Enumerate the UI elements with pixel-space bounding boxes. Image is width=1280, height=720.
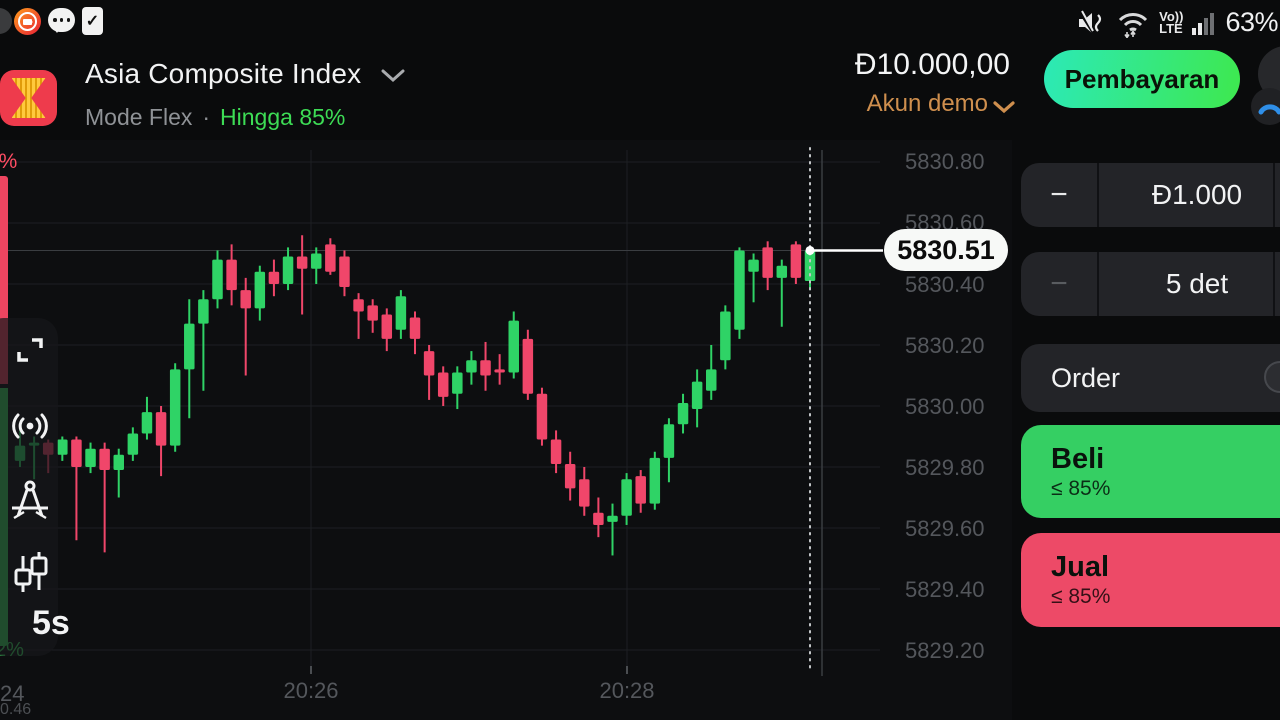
signals-icon[interactable] <box>8 404 52 448</box>
chart-background <box>0 140 1012 720</box>
y-axis-label: 5829.20 <box>905 638 985 663</box>
chevron-down-icon[interactable] <box>992 100 1016 115</box>
payout-label: Hingga 85% <box>220 104 346 130</box>
tasks-icon: ✓ <box>82 7 103 35</box>
indicators-icon[interactable] <box>8 552 52 596</box>
account-switcher[interactable]: Akun demo <box>866 90 988 117</box>
sell-payout: ≤ 85% <box>1051 585 1111 608</box>
buy-button[interactable]: Beli ≤ 85% <box>1021 425 1280 518</box>
separator-dot: · <box>202 104 211 130</box>
volte-indicator: Vo)) LTE <box>1159 8 1184 36</box>
drawing-tools-icon[interactable] <box>8 478 52 522</box>
battery-percentage: 63% <box>1225 7 1278 37</box>
y-axis-label: 5830.80 <box>905 149 985 174</box>
chevron-down-icon[interactable] <box>380 68 406 84</box>
x-axis-label: 20:28 <box>599 678 655 703</box>
buy-label: Beli <box>1051 442 1105 475</box>
payments-button[interactable]: Pembayaran <box>1044 50 1240 108</box>
buy-payout: ≤ 85% <box>1051 476 1111 500</box>
support-chat-icon[interactable] <box>1251 88 1280 125</box>
status-bar: ✓ Vo)) LTE <box>0 0 1280 45</box>
partial-app-icon <box>0 8 12 34</box>
timeframe-label[interactable]: 5s <box>32 604 70 642</box>
y-axis-label: 5829.60 <box>905 516 985 541</box>
x-axis-label-partial: 24 <box>0 681 25 706</box>
mute-vibrate-icon <box>1078 10 1102 35</box>
chart-toolbar <box>0 318 58 656</box>
current-price-tag: 5830.51 <box>884 229 1008 271</box>
amount-value[interactable]: Ð1.000 <box>1151 179 1243 210</box>
y-axis-label: 5829.40 <box>905 577 985 602</box>
amount-row: − Ð1.000 <box>1021 163 1280 227</box>
duration-row: − 5 det <box>1021 252 1280 316</box>
sentiment-bar-sell <box>0 176 8 384</box>
instrument-logo <box>0 70 57 126</box>
order-row[interactable]: Order <box>1021 344 1280 412</box>
y-axis-label: 5829.80 <box>905 455 985 480</box>
fullscreen-icon[interactable] <box>8 328 52 372</box>
order-label: Order <box>1051 362 1121 393</box>
signal-strength-icon <box>1192 12 1215 35</box>
y-axis-label: 5830.40 <box>905 272 985 297</box>
x-axis-label: 20:26 <box>283 678 339 703</box>
amount-decrease-button[interactable]: − <box>1050 178 1068 211</box>
sentiment-sell-percent: 8% <box>0 150 18 173</box>
duration-value[interactable]: 5 det <box>1165 268 1229 299</box>
account-balance: Ð10.000,00 <box>854 48 1010 81</box>
candlestick-chart[interactable] <box>0 0 1012 720</box>
sell-button[interactable]: Jual ≤ 85% <box>1021 533 1280 627</box>
y-axis-label: 5830.00 <box>905 394 985 419</box>
screen-recorder-icon <box>14 8 41 35</box>
mode-label: Mode Flex <box>85 104 193 130</box>
duration-decrease-button[interactable]: − <box>1050 267 1068 300</box>
instrument-subtitle: Mode Flex · Hingga 85% <box>85 104 345 131</box>
messages-icon <box>48 8 75 33</box>
wifi-arrows-icon <box>1119 12 1148 38</box>
y-axis-label: 5830.20 <box>905 333 985 358</box>
instrument-title[interactable]: Asia Composite Index <box>85 58 362 89</box>
sell-label: Jual <box>1051 551 1110 583</box>
corner-value-partial: 0.46 <box>0 701 32 718</box>
